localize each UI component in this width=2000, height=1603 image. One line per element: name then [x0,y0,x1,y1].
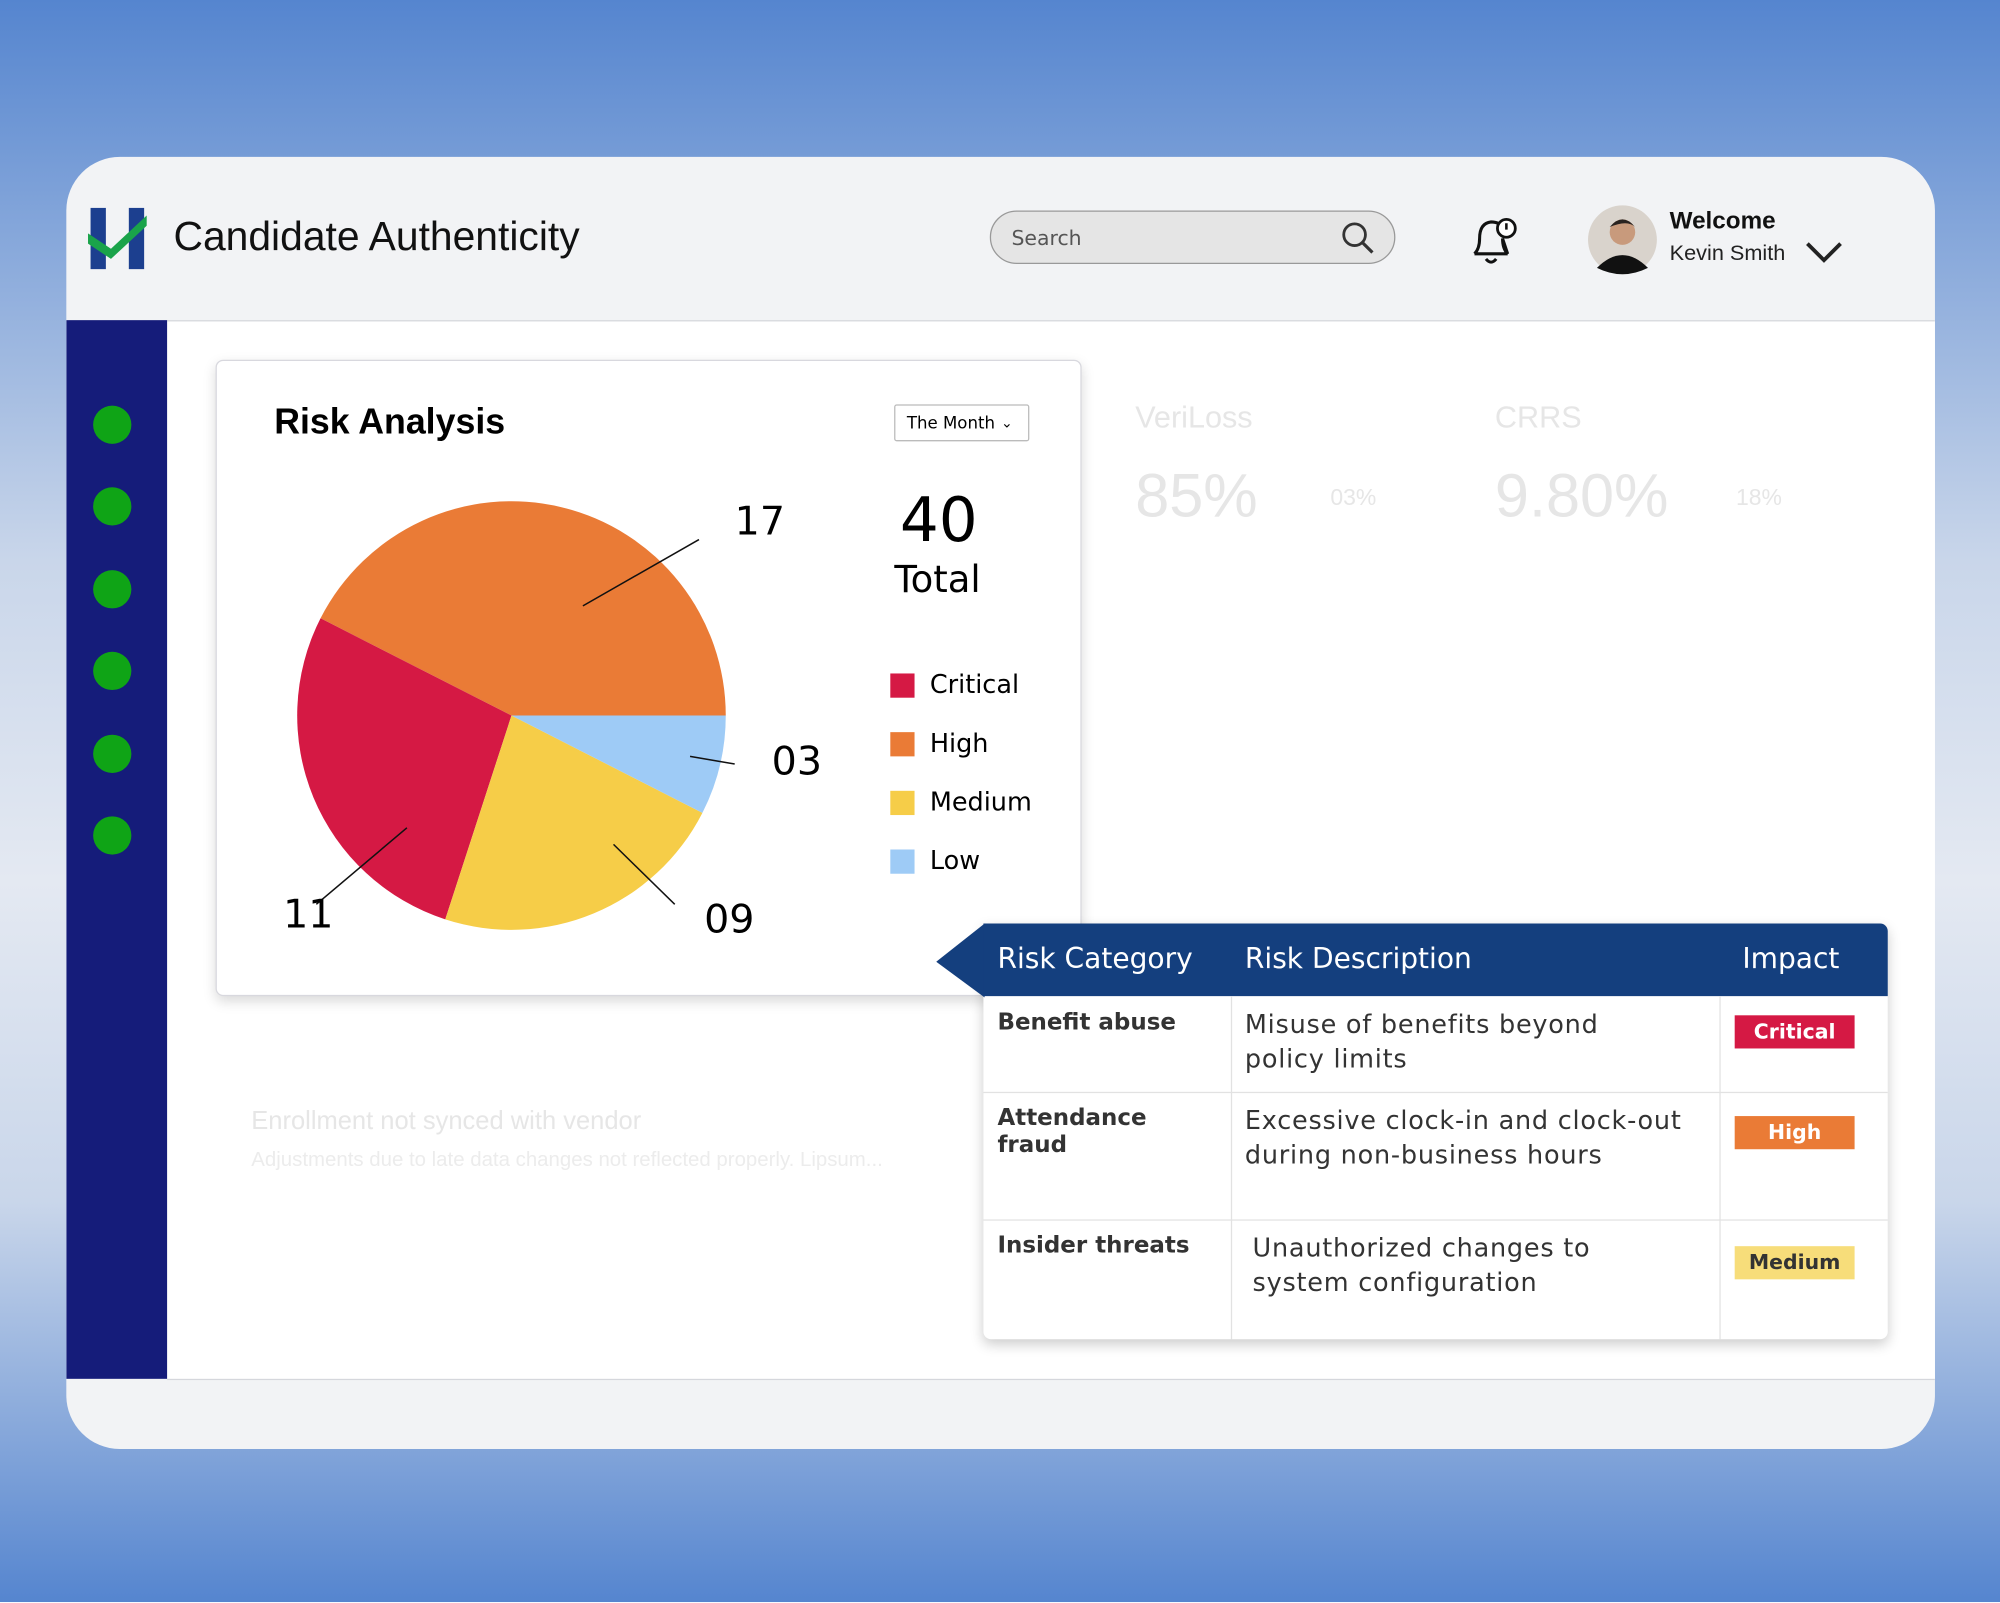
legend-label: High [930,729,989,759]
data-label: 11 [283,892,333,938]
legend-swatch [890,790,915,816]
table-pointer [936,923,985,998]
total-value: 40 [900,485,978,556]
leader-line [612,843,676,905]
data-label: 03 [772,739,822,785]
impact-badge: Medium [1734,1246,1855,1280]
legend-label: Medium [930,788,1032,818]
user-menu-chevron[interactable] [1804,239,1845,267]
legend-swatch [890,673,915,698]
nav-item[interactable] [93,405,132,444]
total-label: Total [893,558,980,601]
nav-item[interactable] [93,734,132,773]
legend-label: Critical [930,670,1019,700]
nav-item[interactable] [93,816,132,855]
pie-slice [320,501,726,716]
leader-line [315,827,408,905]
impact-badge: Critical [1734,1015,1855,1049]
user-name: Kevin Smith [1669,241,1786,266]
risk-category: Insider threats [997,1232,1190,1259]
risk-table: Risk Category Risk Description Impact Be… [936,923,1888,1340]
risk-category: Attendance fraud [997,1104,1147,1159]
search-icon[interactable] [1341,221,1377,257]
pie-slice [297,618,512,920]
risk-analysis-card: The Month ⌄ Risk Analysis 40 Total 11 Crit… [215,359,1082,997]
column-header: Impact [1742,943,1840,976]
legend-label: Low [930,846,980,876]
avatar[interactable] [1587,204,1658,275]
welcome-label: Welcome [1669,207,1776,235]
period-label: The Month [906,414,995,434]
metric-value: 9.80% [1494,463,1669,531]
data-label: 09 [704,897,754,943]
risk-description: Misuse of benefits beyond policy limits [1244,1008,1599,1074]
pie-slice [511,715,726,813]
risk-description: Excessive clock-in and clock-out during … [1244,1104,1682,1170]
search-box[interactable]: Search [989,210,1396,265]
column-header: Risk Category [997,943,1193,976]
metric-change: 18% [1735,484,1782,511]
leader-line [689,755,735,765]
nav-item[interactable] [93,651,132,691]
legend-swatch [890,732,915,757]
risk-description: Unauthorized changes to system configura… [1252,1232,1591,1298]
app-title: Candidate Authenticity [173,213,580,259]
notification-bell[interactable] [1464,210,1520,269]
pie-chart: Risk Analysis 40 Total 11 Critical 17 High 0… [274,402,1032,943]
alert-title: Enrollment not synced with vendor [251,1107,642,1136]
legend-swatch [890,849,915,874]
nav-item[interactable] [93,570,132,609]
sidebar [66,320,168,1379]
chart-title: Risk Analysis [274,402,505,442]
impact-badge: High [1734,1116,1855,1150]
table-header [983,923,1888,997]
search-placeholder: Search [1011,225,1082,250]
metric-label: VeriLoss [1135,400,1253,435]
data-label: 17 [735,499,785,545]
column-header: Risk Description [1244,943,1472,976]
nav-item[interactable] [93,487,132,526]
logo [88,207,147,270]
period-dropdown[interactable]: The Month ⌄ [894,404,1030,442]
alert-text: Adjustments due to late data changes not… [251,1149,883,1171]
risk-category: Benefit abuse [997,1008,1176,1036]
pie-slice [445,715,703,930]
leader-line [582,538,700,607]
metric-change: 03% [1330,484,1377,511]
metric-value: 85% [1135,463,1258,531]
metric-label: CRRS [1494,400,1582,435]
